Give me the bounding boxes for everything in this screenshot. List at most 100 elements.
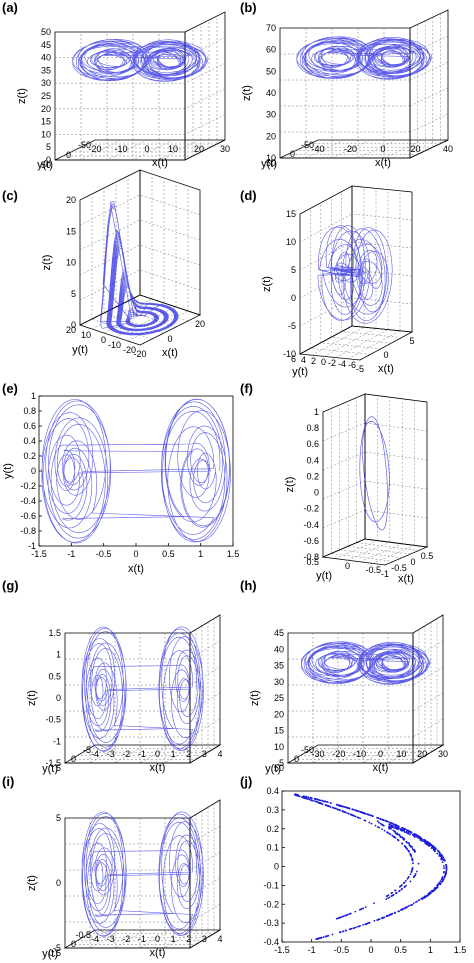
y-tick-label: 50 (266, 158, 276, 168)
gridline (409, 87, 449, 107)
x-tick-label: 10 (168, 144, 178, 154)
gridline (184, 114, 226, 135)
gridline (331, 553, 394, 562)
y-tick-label: 0 (101, 335, 106, 345)
data-point (404, 885, 407, 888)
z-tick-label: -0.8 (303, 552, 319, 562)
z-tick-label: 10 (274, 742, 284, 752)
data-point (431, 889, 434, 892)
data-point (399, 829, 402, 832)
data-point (403, 830, 406, 833)
data-point (433, 889, 436, 891)
y-tick-label: 0.3 (266, 805, 279, 815)
y-tick-label: 0 (31, 466, 36, 476)
x-tick-label: -0.5 (334, 945, 350, 955)
data-point (334, 807, 337, 810)
gridline (347, 541, 390, 561)
y-tick-label: -0.1 (263, 880, 279, 890)
data-point (402, 837, 405, 839)
gridline (348, 545, 411, 555)
data-point (394, 889, 397, 892)
data-point (339, 809, 341, 812)
data-point (438, 851, 440, 853)
gridline (127, 300, 189, 322)
data-point (441, 880, 444, 883)
y-axis-label: y(t) (42, 948, 58, 960)
data-point (389, 833, 392, 836)
data-point (436, 884, 439, 886)
gridline (80, 139, 122, 161)
data-point (357, 925, 359, 928)
data-point (433, 847, 435, 850)
y-tick-label: 0 (274, 862, 279, 872)
y-tick-label: -0.2 (20, 481, 36, 491)
gridline (347, 330, 401, 360)
gridline (322, 480, 366, 500)
data-point (409, 853, 412, 856)
x-tick-label: 40 (443, 144, 453, 154)
data-point (404, 846, 407, 848)
z-tick-label: 50 (266, 66, 276, 76)
data-point (417, 835, 420, 838)
data-point (358, 908, 361, 911)
data-point (316, 937, 319, 940)
gridline (139, 929, 171, 949)
gridline (412, 718, 444, 738)
z-tick-label: -0.4 (303, 520, 319, 530)
z-tick-label: 5 (291, 265, 296, 275)
x-tick-label: 1 (171, 934, 176, 944)
gridline (412, 666, 444, 686)
data-point (421, 898, 424, 900)
box-face (279, 139, 449, 159)
data-point (397, 833, 400, 836)
data-point (381, 823, 384, 826)
panel-a: -20 -10 0 10 20 30-5005005101520253035404550x… (2, 0, 230, 171)
data-point (430, 847, 433, 849)
z-tick-label: 45 (41, 40, 51, 50)
data-point (405, 847, 408, 850)
y-tick-label: -5 (83, 745, 91, 755)
data-point (379, 822, 382, 825)
x-tick-label: 0 (368, 945, 373, 955)
data-point (371, 815, 374, 817)
data-point (309, 796, 312, 799)
gridline (372, 545, 415, 564)
x-tick-label: -30 (311, 749, 324, 759)
panel-label: (f) (240, 381, 253, 396)
y-tick-label: -0.4 (20, 496, 36, 506)
gridline (409, 61, 449, 81)
data-point (342, 915, 345, 918)
data-point (412, 849, 415, 852)
gridline (322, 422, 366, 442)
data-point (410, 831, 413, 834)
gridline (79, 244, 141, 276)
x-tick-label: -0.5 (391, 563, 407, 573)
data-point (426, 894, 429, 897)
y-axis-label: y(t) (261, 158, 277, 170)
z-tick-label: 0 (314, 488, 319, 498)
gridline (91, 318, 153, 340)
gridline (331, 139, 371, 159)
panel-label: (j) (240, 774, 252, 789)
data-point (440, 857, 442, 860)
x-tick-label: 3 (202, 749, 207, 759)
x-tick-label: 20 (417, 749, 427, 759)
y-tick-label: 0.2 (266, 824, 279, 834)
data-point (392, 829, 395, 832)
x-axis-label: x(t) (152, 157, 168, 169)
data-point (402, 907, 405, 910)
data-point (428, 845, 431, 848)
data-point (409, 904, 412, 907)
z-tick-label: -1 (53, 736, 61, 746)
z-tick-label: 0.8 (306, 423, 319, 433)
data-point (410, 870, 413, 873)
data-point (295, 793, 298, 796)
z-tick-label: -0.5 (45, 715, 61, 725)
y-tick-label: -1 (28, 541, 36, 551)
gridline (356, 542, 419, 551)
data-point (399, 835, 402, 838)
data-point (439, 882, 442, 885)
y-tick-label: -0.5 (365, 565, 381, 575)
data-point (305, 795, 308, 798)
panel-b: -40 -20 0 20 40-5005010203040506070x(t)y(t)z… (240, 0, 453, 170)
